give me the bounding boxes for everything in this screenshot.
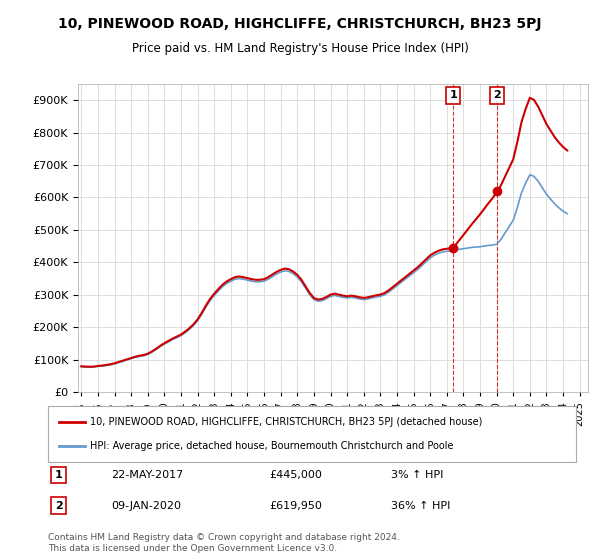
Text: Price paid vs. HM Land Registry's House Price Index (HPI): Price paid vs. HM Land Registry's House … bbox=[131, 42, 469, 55]
Text: £619,950: £619,950 bbox=[270, 501, 323, 511]
Text: 3% ↑ HPI: 3% ↑ HPI bbox=[391, 470, 443, 480]
Text: 36% ↑ HPI: 36% ↑ HPI bbox=[391, 501, 451, 511]
Text: 10, PINEWOOD ROAD, HIGHCLIFFE, CHRISTCHURCH, BH23 5PJ (detached house): 10, PINEWOOD ROAD, HIGHCLIFFE, CHRISTCHU… bbox=[90, 417, 482, 427]
Text: 10, PINEWOOD ROAD, HIGHCLIFFE, CHRISTCHURCH, BH23 5PJ: 10, PINEWOOD ROAD, HIGHCLIFFE, CHRISTCHU… bbox=[58, 17, 542, 31]
Text: 2: 2 bbox=[55, 501, 62, 511]
Text: 1: 1 bbox=[55, 470, 62, 480]
FancyBboxPatch shape bbox=[48, 406, 576, 462]
Text: 22-MAY-2017: 22-MAY-2017 bbox=[112, 470, 184, 480]
Text: HPI: Average price, detached house, Bournemouth Christchurch and Poole: HPI: Average price, detached house, Bour… bbox=[90, 441, 454, 451]
Text: 2: 2 bbox=[493, 90, 501, 100]
Text: £445,000: £445,000 bbox=[270, 470, 323, 480]
Text: 09-JAN-2020: 09-JAN-2020 bbox=[112, 501, 181, 511]
Text: 1: 1 bbox=[449, 90, 457, 100]
Text: Contains HM Land Registry data © Crown copyright and database right 2024.
This d: Contains HM Land Registry data © Crown c… bbox=[48, 533, 400, 553]
